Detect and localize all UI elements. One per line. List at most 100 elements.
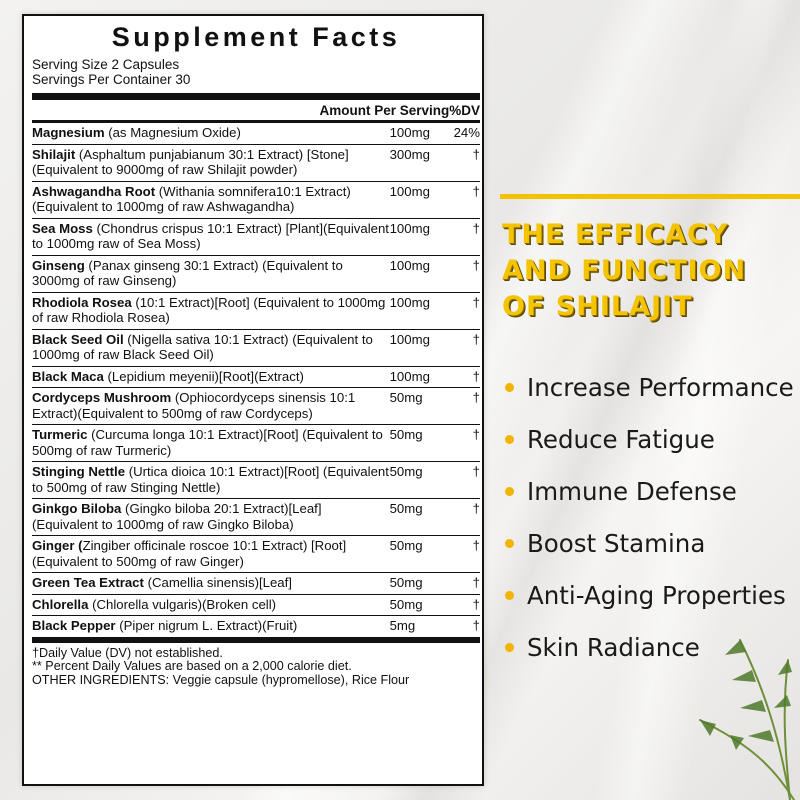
ingredient-detail: (Asphaltum punjabianum 30:1 Extract) [St… — [32, 146, 349, 178]
benefit-item: Skin Radiance — [500, 621, 800, 673]
serving-size: Serving Size 2 Capsules — [32, 57, 180, 72]
ingredient-amount: 100mg — [389, 329, 450, 367]
other-ingredients: OTHER INGREDIENTS: Veggie capsule (hypro… — [32, 672, 410, 687]
ingredients-table: Magnesium (as Magnesium Oxide) 100mg 24% Sh… — [32, 123, 480, 638]
ingredient-detail: (Camellia sinensis)[Leaf] — [143, 575, 292, 590]
ingredient-dv: † — [449, 387, 480, 425]
headline-line-2: AND FUNCTION — [502, 255, 747, 286]
ingredient-name: Cordyceps Mushroom — [32, 390, 172, 405]
ingredient-description: Green Tea Extract (Camellia sinensis)[Le… — [32, 572, 390, 595]
ingredient-row: Ginkgo Biloba (Gingko biloba 20:1 Extrac… — [32, 498, 480, 536]
ingredient-name: Magnesium — [32, 125, 105, 140]
ingredient-detail: Zingiber officinale roscoe 10:1 Extract)… — [32, 538, 347, 569]
accent-line — [500, 194, 800, 199]
ingredient-dv: † — [449, 255, 480, 293]
ingredient-row: Stinging Nettle (Urtica dioica 10:1 Extr… — [32, 461, 480, 499]
ingredient-row: Sea Moss (Chondrus crispus 10:1 Extract)… — [32, 218, 480, 256]
ingredient-amount: 50mg — [389, 594, 450, 616]
ingredient-description: Chlorella (Chlorella vulgaris)(Broken ce… — [32, 594, 390, 616]
ingredient-detail: (Gingko biloba 20:1 Extract)[Leaf] (Equi… — [32, 501, 322, 532]
palm-leaf-decoration — [699, 639, 795, 800]
benefit-text: Reduce Fatigue — [527, 424, 715, 454]
ingredient-name: Stinging Nettle — [32, 464, 126, 479]
headline-line-3: OF SHILAJIT — [502, 291, 693, 322]
ingredient-name: Ginseng — [32, 257, 85, 273]
ingredient-amount: 5mg — [389, 615, 450, 638]
ingredient-row: Rhodiola Rosea (10:1 Extract)[Root] (Equ… — [32, 292, 480, 330]
ingredient-dv: † — [449, 144, 480, 182]
ingredient-row: Green Tea Extract (Camellia sinensis)[Le… — [32, 572, 480, 595]
benefit-text: Boost Stamina — [527, 528, 706, 558]
ingredient-detail: (Piper nigrum L. Extract)(Fruit) — [115, 618, 298, 633]
amount-per-serving-header: Amount Per Serving%DV — [32, 100, 480, 123]
ingredient-dv: † — [449, 594, 480, 616]
benefit-text: Immune Defense — [527, 476, 737, 506]
ingredient-dv: † — [449, 292, 480, 330]
ingredient-description: Black Maca (Lepidium meyenii)[Root](Extr… — [32, 366, 390, 388]
ingredient-amount: 50mg — [389, 572, 450, 595]
ingredient-name: Black Pepper — [32, 618, 116, 633]
ingredient-row: Black Maca (Lepidium meyenii)[Root](Extr… — [32, 366, 480, 388]
ingredient-row: Turmeric (Curcuma longa 10:1 Extract)[Ro… — [32, 424, 480, 462]
ingredient-description: Black Pepper (Piper nigrum L. Extract)(F… — [32, 615, 390, 638]
ingredient-amount: 50mg — [389, 535, 450, 573]
ingredient-description: Ginger (Zingiber officinale roscoe 10:1 … — [32, 535, 390, 573]
ingredient-description: Ginkgo Biloba (Gingko biloba 20:1 Extrac… — [32, 498, 390, 536]
ingredient-description: Ashwagandha Root (Withania somnifera10:1… — [32, 181, 390, 219]
ingredient-detail: (Ophiocordyceps sinensis 10:1 Extract)(E… — [32, 390, 356, 421]
footnote-dv: †Daily Value (DV) not established. — [32, 645, 223, 660]
ingredient-description: Rhodiola Rosea (10:1 Extract)[Root] (Equ… — [32, 292, 390, 330]
promo-section: THE EFFICACY AND FUNCTION OF SHILAJIT In… — [500, 194, 800, 673]
ingredient-dv: † — [449, 329, 480, 367]
ingredient-amount: 100mg — [389, 366, 450, 388]
benefit-text: Increase Performance — [527, 372, 794, 402]
ingredient-description: Shilajit (Asphaltum punjabianum 30:1 Ext… — [32, 144, 390, 182]
ingredient-detail: (Urtica dioica 10:1 Extract)[Root] (Equi… — [32, 464, 389, 495]
benefit-item: Reduce Fatigue — [500, 413, 800, 465]
ingredient-name: Shilajit — [32, 146, 76, 162]
ingredient-description: Black Seed Oil (Nigella sativa 10:1 Extr… — [32, 329, 390, 367]
ingredient-detail: (10:1 Extract)[Root] (Equivalent to 1000… — [32, 294, 386, 326]
ingredient-description: Magnesium (as Magnesium Oxide) — [32, 123, 390, 145]
ingredient-row: Black Seed Oil (Nigella sativa 10:1 Extr… — [32, 329, 480, 367]
ingredient-name: Rhodiola Rosea — [32, 294, 132, 310]
ingredient-detail: (Withania somnifera10:1 Extract)(Equival… — [32, 183, 351, 215]
ingredient-name: Sea Moss — [32, 220, 93, 236]
servings-per-container: Servings Per Container 30 — [32, 72, 191, 87]
bullet-dot-icon — [505, 538, 514, 548]
ingredient-dv: † — [449, 615, 480, 638]
ingredient-amount: 100mg — [389, 181, 450, 219]
ingredient-amount: 100mg — [389, 292, 450, 330]
ingredient-dv: † — [449, 366, 480, 388]
ingredient-amount: 50mg — [389, 461, 450, 499]
ingredient-row: Magnesium (as Magnesium Oxide) 100mg 24% — [32, 123, 480, 145]
ingredient-name: Turmeric — [32, 427, 88, 442]
ingredient-detail: (as Magnesium Oxide) — [104, 125, 241, 140]
heavy-divider — [32, 93, 480, 100]
ingredient-description: Ginseng (Panax ginseng 30:1 Extract) (Eq… — [32, 255, 390, 293]
ingredient-dv: † — [449, 424, 480, 462]
benefit-item: Immune Defense — [500, 465, 800, 517]
ingredient-detail: (Panax ginseng 30:1 Extract) (Equivalent… — [32, 257, 343, 289]
ingredient-amount: 50mg — [389, 424, 450, 462]
ingredient-row: Shilajit (Asphaltum punjabianum 30:1 Ext… — [32, 144, 480, 182]
benefit-item: Boost Stamina — [500, 517, 800, 569]
ingredient-name: Chlorella — [32, 596, 89, 612]
ingredient-detail: (Nigella sativa 10:1 Extract) (Equivalen… — [32, 331, 373, 363]
ingredient-name: Ginger ( — [32, 538, 83, 553]
ingredient-description: Stinging Nettle (Urtica dioica 10:1 Extr… — [32, 461, 390, 499]
ingredient-row: Ashwagandha Root (Withania somnifera10:1… — [32, 181, 480, 219]
ingredient-detail: (Chlorella vulgaris)(Broken cell) — [88, 596, 277, 612]
ingredient-name: Green Tea Extract — [32, 575, 144, 590]
ingredient-row: Ginger (Zingiber officinale roscoe 10:1 … — [32, 535, 480, 573]
ingredient-dv: † — [449, 572, 480, 595]
footnote-percent: ** Percent Daily Values are based on a 2… — [32, 659, 352, 673]
ingredient-name: Ashwagandha Root — [32, 183, 156, 199]
ingredient-name: Black Maca — [32, 368, 104, 384]
ingredient-detail: (Lepidium meyenii)[Root](Extract) — [103, 368, 304, 384]
facts-title: Supplement Facts — [111, 22, 401, 52]
ingredient-name: Black Seed Oil — [32, 331, 124, 347]
benefit-text: Skin Radiance — [527, 632, 700, 662]
bottom-divider — [32, 637, 480, 643]
ingredient-detail: (Curcuma longa 10:1 Extract)[Root] (Equi… — [32, 427, 383, 458]
